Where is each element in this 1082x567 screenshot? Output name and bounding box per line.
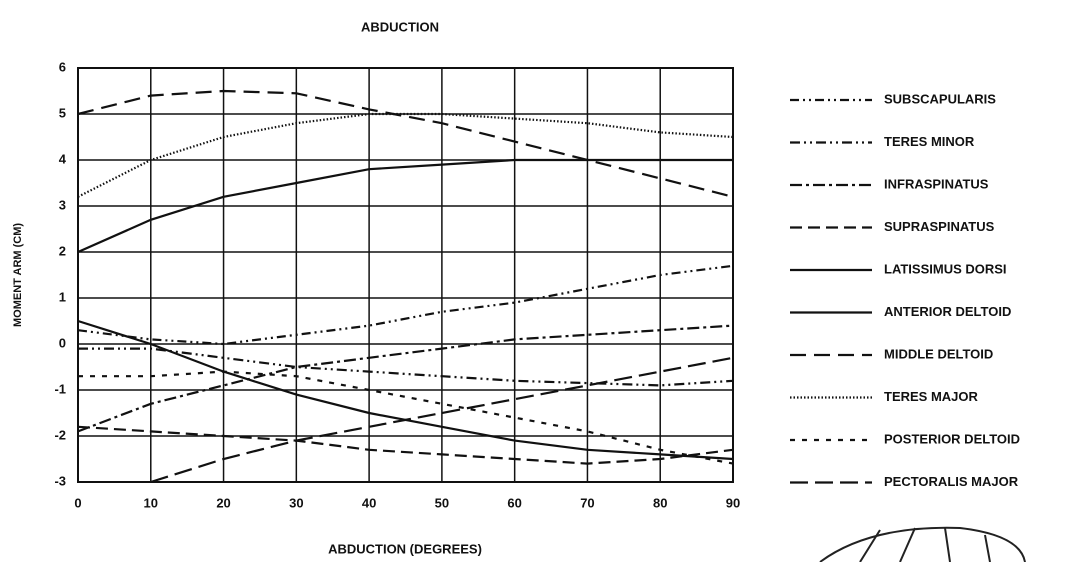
- x-tick-label: 70: [580, 495, 594, 510]
- y-tick-label: -3: [54, 473, 66, 488]
- x-tick-label: 0: [74, 495, 81, 510]
- y-tick-label: -1: [54, 381, 66, 396]
- series-line: [78, 372, 733, 464]
- x-tick-label: 10: [144, 495, 158, 510]
- y-tick-label: 6: [59, 59, 66, 74]
- y-tick-label: 4: [59, 151, 67, 166]
- legend-label: SUPRASPINATUS: [884, 219, 995, 234]
- y-tick-label: 2: [59, 243, 66, 258]
- legend-label: TERES MINOR: [884, 134, 975, 149]
- legend-label: TERES MAJOR: [884, 389, 979, 404]
- legend-label: ANTERIOR DELTOID: [884, 304, 1011, 319]
- legend-label: LATISSIMUS DORSI: [884, 261, 1007, 276]
- x-tick-label: 30: [289, 495, 303, 510]
- y-tick-label: 3: [59, 197, 66, 212]
- x-axis-label: ABDUCTION (DEGREES): [328, 541, 482, 556]
- y-tick-label: -2: [54, 427, 66, 442]
- x-tick-label: 40: [362, 495, 376, 510]
- y-tick-label: 0: [59, 335, 66, 350]
- chart: ABDUCTION ABDUCTION (DEGREES) MOMENT ARM…: [0, 0, 1082, 562]
- x-tick-label: 60: [507, 495, 521, 510]
- series-line: [78, 326, 733, 432]
- legend-label: MIDDLE DELTOID: [884, 346, 993, 361]
- x-tick-label: 90: [726, 495, 740, 510]
- legend-label: SUBSCAPULARIS: [884, 91, 996, 106]
- series-line: [78, 91, 733, 197]
- x-tick-label: 50: [435, 495, 449, 510]
- y-tick-label: 5: [59, 105, 66, 120]
- series-line: [78, 114, 733, 197]
- y-axis-label: MOMENT ARM (CM): [12, 223, 24, 327]
- legend-label: PECTORALIS MAJOR: [884, 474, 1019, 489]
- x-tick-label: 20: [216, 495, 230, 510]
- decoration: [820, 528, 1025, 562]
- legend-label: POSTERIOR DELTOID: [884, 431, 1020, 446]
- series-line: [78, 427, 733, 464]
- legend-label: INFRASPINATUS: [884, 176, 989, 191]
- y-tick-label: 1: [59, 289, 66, 304]
- x-tick-label: 80: [653, 495, 667, 510]
- chart-title: ABDUCTION: [361, 19, 439, 34]
